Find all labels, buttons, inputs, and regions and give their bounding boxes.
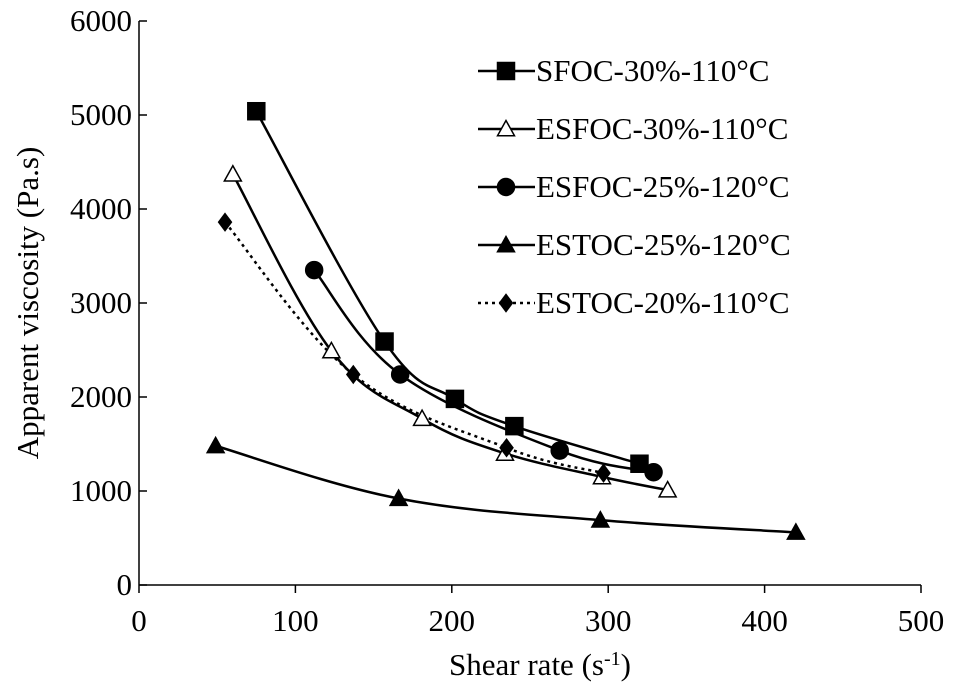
y-tick-label: 3000: [70, 285, 132, 320]
legend: SFOC-30%-110°C ESFOC-30%-110°C ESFOC-25%-1…: [478, 53, 791, 320]
x-tick-label: 500: [898, 603, 945, 638]
data-point-series-4: [590, 510, 611, 528]
data-point-series-5: [217, 212, 233, 232]
series-markers: [205, 101, 806, 540]
data-point-series-5: [345, 364, 361, 385]
legend-marker-1: [496, 61, 516, 81]
data-point-series-2: [223, 164, 243, 182]
data-point-series-4: [205, 435, 226, 454]
data-point-series-2: [412, 408, 432, 427]
y-axis-title: Apparent viscosity (Pa.s): [10, 147, 45, 460]
data-point-series-1: [630, 454, 649, 473]
legend-label-1: SFOC-30%-110°C: [536, 53, 769, 88]
x-tick-label: 0: [131, 603, 147, 638]
legend-label-2: ESFOC-30%-110°C: [536, 111, 788, 146]
data-point-series-1: [505, 416, 524, 436]
legend-marker-3: [496, 177, 516, 197]
legend-label-3: ESFOC-25%-120°C: [536, 169, 790, 204]
series-line-5: [224, 221, 604, 475]
legend-label-4: ESTOC-25%-120°C: [536, 227, 791, 262]
x-axis-title-close: ): [621, 647, 631, 682]
series-line-2: [231, 173, 668, 492]
y-tick-label: 5000: [70, 97, 132, 132]
data-point-series-3: [644, 462, 663, 482]
data-point-series-3: [304, 260, 324, 280]
x-tick-label: 300: [585, 603, 632, 638]
x-tick-label: 400: [741, 603, 788, 638]
data-point-series-3: [390, 365, 410, 384]
data-point-series-1: [445, 389, 465, 409]
data-point-series-5: [596, 463, 611, 483]
y-tick-label: 0: [117, 567, 133, 602]
y-tick-label: 2000: [70, 379, 132, 414]
x-tick-label: 100: [272, 603, 319, 638]
x-axis-title-main: Shear rate (s: [449, 647, 604, 682]
y-tick-label: 6000: [70, 3, 132, 38]
y-tick-label: 4000: [70, 191, 132, 226]
series-line-3: [313, 269, 654, 474]
data-point-series-1: [247, 101, 266, 121]
data-point-series-2: [321, 340, 342, 359]
x-ticks: 0 100 200 300 400 500: [131, 585, 944, 638]
y-tick-label: 1000: [70, 473, 132, 508]
data-point-series-3: [550, 441, 569, 460]
series-line-1: [255, 110, 640, 465]
legend-label-5: ESTOC-20%-110°C: [536, 285, 790, 320]
data-point-series-1: [375, 332, 394, 351]
x-axis-title-superscript: -1: [604, 648, 621, 670]
legend-marker-2: [496, 118, 516, 137]
series-line-4: [215, 444, 796, 534]
data-point-series-4: [388, 488, 409, 507]
legend-marker-4: [496, 234, 516, 253]
legend-marker-5: [498, 293, 514, 313]
data-point-series-5: [499, 438, 514, 458]
data-point-series-2: [657, 480, 678, 498]
x-tick-label: 200: [429, 603, 476, 638]
x-axis-title: Shear rate (s-1): [449, 647, 631, 682]
data-point-series-4: [786, 522, 806, 540]
y-ticks: 0 1000 2000 3000 4000 5000 6000: [70, 3, 147, 602]
